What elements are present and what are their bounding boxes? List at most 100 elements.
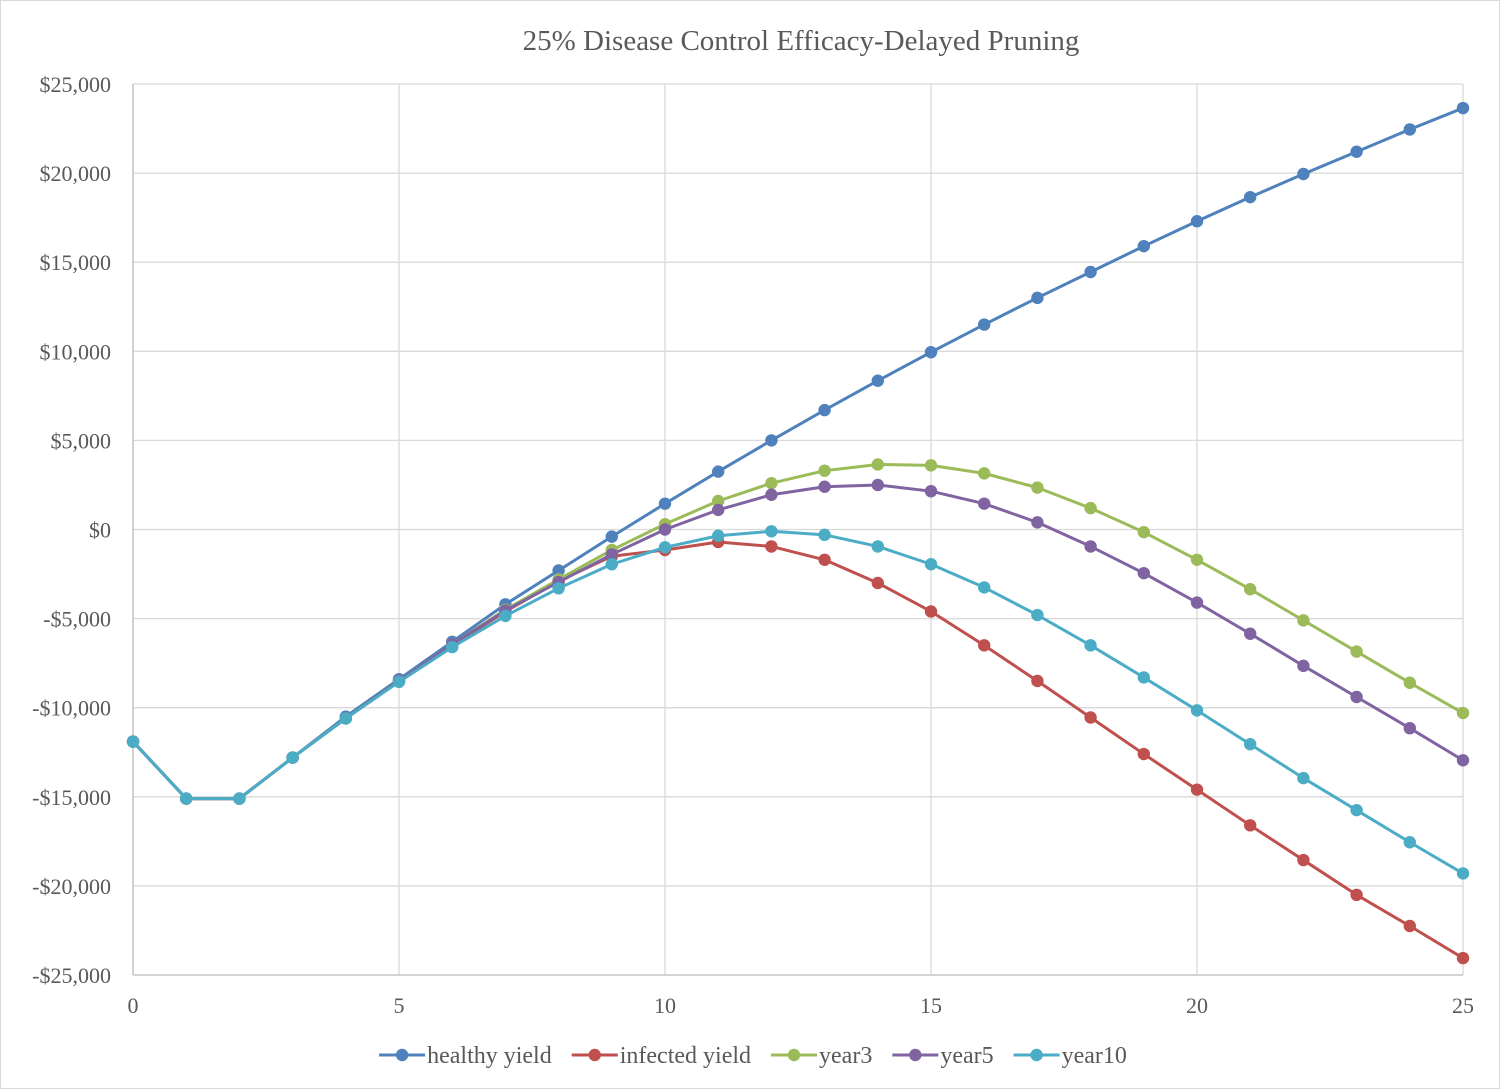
data-point-year5 <box>978 497 991 510</box>
data-point-year10 <box>1244 738 1257 751</box>
data-point-year10 <box>392 675 406 689</box>
data-point-infected-yield <box>1297 853 1310 867</box>
data-point-infected-yield <box>1456 951 1470 965</box>
data-point-year3 <box>1297 614 1310 627</box>
legend-item-year3[interactable]: year3 <box>771 1043 872 1069</box>
data-point-year10 <box>499 609 512 623</box>
data-point-healthy-yield <box>1403 123 1417 136</box>
data-point-year10 <box>1456 867 1470 880</box>
x-tick-label: 10 <box>654 993 676 1018</box>
data-point-year3 <box>1403 676 1417 689</box>
data-point-year3 <box>924 459 938 472</box>
data-point-infected-yield <box>818 553 831 566</box>
data-point-year10 <box>1084 639 1097 652</box>
data-point-healthy-yield <box>1190 215 1204 228</box>
data-point-year5 <box>765 488 778 501</box>
legend[interactable]: healthy yield infected yield year3 year5 yea… <box>379 1043 1127 1069</box>
data-point-year10 <box>286 751 299 764</box>
data-point-year5 <box>605 548 618 561</box>
series-line-healthy-yield <box>131 106 1464 801</box>
data-point-infected-yield <box>1244 819 1257 832</box>
data-point-infected-yield <box>871 576 884 590</box>
legend-swatch-marker <box>588 1048 601 1062</box>
series-line-year3 <box>131 462 1464 801</box>
data-point-year5 <box>1456 754 1470 767</box>
y-tick-label: $25,000 <box>40 72 112 97</box>
data-point-year10 <box>712 529 725 542</box>
data-point-year3 <box>818 464 831 477</box>
data-point-healthy-yield <box>552 564 565 577</box>
series-lines <box>126 101 1470 965</box>
data-point-year10 <box>818 528 831 542</box>
data-point-year10 <box>1190 704 1204 717</box>
data-point-year10 <box>1403 836 1417 849</box>
data-point-year5 <box>1403 721 1417 735</box>
data-point-year3 <box>1031 481 1044 494</box>
y-tick-label: -$20,000 <box>32 874 111 899</box>
data-point-year5 <box>1084 540 1097 553</box>
data-point-year5 <box>658 523 672 536</box>
legend-swatch-marker <box>787 1048 801 1062</box>
data-point-infected-yield <box>1137 747 1151 761</box>
legend-swatch-marker <box>395 1048 409 1062</box>
data-point-year3 <box>1456 706 1470 720</box>
legend-swatch-marker <box>909 1048 922 1062</box>
data-point-infected-yield <box>978 639 991 652</box>
data-point-healthy-yield <box>871 374 884 387</box>
data-point-year3 <box>1137 525 1151 539</box>
x-tick-label: 15 <box>920 993 942 1018</box>
data-point-infected-yield <box>1403 919 1417 933</box>
data-point-year10 <box>1297 771 1310 785</box>
legend-label: year5 <box>940 1043 993 1069</box>
legend-item-year5[interactable]: year5 <box>892 1043 994 1069</box>
data-point-year10 <box>1137 671 1151 684</box>
data-point-healthy-yield <box>1456 101 1470 115</box>
legend-swatch-marker <box>1030 1048 1043 1062</box>
data-point-infected-yield <box>1084 711 1097 724</box>
y-tick-label: $0 <box>89 518 111 543</box>
data-point-year3 <box>1350 645 1363 658</box>
data-point-year10 <box>126 735 140 748</box>
gridlines <box>132 83 1464 976</box>
data-point-healthy-yield <box>818 403 831 417</box>
data-point-year10 <box>180 792 193 805</box>
x-tick-label: 20 <box>1186 993 1208 1018</box>
legend-item-year10[interactable]: year10 <box>1013 1043 1127 1069</box>
data-point-infected-yield <box>1350 888 1363 902</box>
series-line-year10 <box>131 529 1464 875</box>
data-point-healthy-yield <box>605 530 618 543</box>
data-point-healthy-yield <box>712 465 725 478</box>
data-point-year5 <box>1297 659 1310 673</box>
y-tick-label: $15,000 <box>40 250 112 275</box>
data-point-year10 <box>871 540 884 553</box>
data-point-infected-yield <box>924 605 938 618</box>
legend-label: healthy yield <box>427 1043 552 1069</box>
data-point-year5 <box>1137 566 1151 580</box>
y-tick-label: -$15,000 <box>32 785 111 810</box>
data-point-healthy-yield <box>658 497 672 510</box>
data-point-year10 <box>1031 608 1044 622</box>
data-point-year10 <box>552 582 565 595</box>
y-tick-label: -$10,000 <box>32 696 111 721</box>
data-point-year3 <box>712 494 725 508</box>
series-year10 <box>126 525 1470 880</box>
data-point-year5 <box>871 478 884 492</box>
data-point-healthy-yield <box>1137 239 1151 253</box>
data-point-year10 <box>446 640 459 654</box>
data-point-year5 <box>712 503 725 517</box>
data-point-healthy-yield <box>924 345 938 359</box>
legend-item-infected-yield[interactable]: infected yield <box>571 1043 751 1069</box>
data-point-healthy-yield <box>1031 291 1044 305</box>
data-point-year10 <box>1350 803 1363 817</box>
y-tick-label: $10,000 <box>40 339 112 364</box>
data-point-healthy-yield <box>1297 167 1310 181</box>
data-point-year3 <box>1190 553 1204 566</box>
legend-item-healthy-yield[interactable]: healthy yield <box>379 1043 552 1069</box>
data-point-healthy-yield <box>1244 190 1257 204</box>
data-point-year10 <box>978 581 991 594</box>
data-point-year5 <box>924 484 938 498</box>
legend-label: year10 <box>1062 1043 1127 1069</box>
y-tick-label: $5,000 <box>51 428 112 453</box>
y-tick-label: $20,000 <box>40 161 112 186</box>
